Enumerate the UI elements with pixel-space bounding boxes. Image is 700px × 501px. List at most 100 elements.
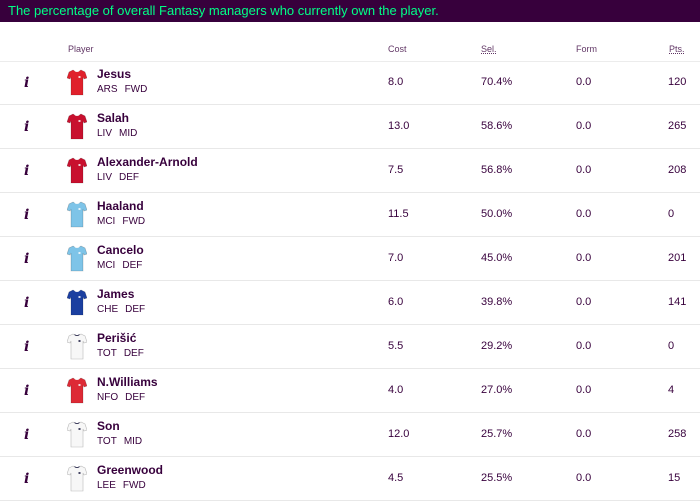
- arsenal-shirt-icon: [66, 69, 88, 96]
- player-selected-percent: 29.2%: [481, 340, 513, 352]
- player-position: FWD: [122, 216, 146, 227]
- table-header: Player Cost Sel. Form Pts.: [0, 37, 700, 62]
- player-position: DEF: [119, 172, 140, 183]
- player-cost: 6.0: [388, 296, 404, 308]
- player-name[interactable]: Cancelo: [97, 243, 144, 257]
- player-selected-percent: 45.0%: [481, 252, 513, 264]
- column-header-form[interactable]: Form: [576, 44, 597, 54]
- player-info-icon[interactable]: i: [24, 163, 30, 179]
- player-team: TOT: [97, 348, 117, 359]
- player-info-icon[interactable]: i: [24, 339, 30, 355]
- player-selected-percent: 25.5%: [481, 472, 513, 484]
- column-header-player: Player: [68, 44, 94, 54]
- player-row[interactable]: i Alexander-Arnold LIV DEF 7.5 56.8% 0.0 208: [0, 149, 700, 193]
- player-team: LEE: [97, 480, 116, 491]
- player-selected-percent: 56.8%: [481, 164, 513, 176]
- chelsea-shirt-icon: [66, 289, 88, 316]
- player-name[interactable]: Perišić: [97, 331, 137, 345]
- player-name[interactable]: Haaland: [97, 199, 144, 213]
- player-name[interactable]: Jesus: [97, 67, 132, 81]
- player-name[interactable]: James: [97, 287, 135, 301]
- player-team: ARS: [97, 84, 118, 95]
- player-name[interactable]: Greenwood: [97, 463, 164, 477]
- player-table: i Jesus ARS FWD 8.0 70.4% 0.0 120 i Salah LIV MID 13…: [0, 61, 700, 501]
- player-points: 0: [668, 208, 675, 220]
- player-name[interactable]: Son: [97, 419, 120, 433]
- player-team: LIV: [97, 128, 113, 139]
- player-cost: 5.5: [388, 340, 404, 352]
- player-points: 120: [668, 76, 687, 88]
- player-info-icon[interactable]: i: [24, 207, 30, 223]
- player-info-icon[interactable]: i: [24, 427, 30, 443]
- player-team: CHE: [97, 304, 119, 315]
- selection-tooltip: The percentage of overall Fantasy manage…: [0, 0, 700, 22]
- player-position: MID: [119, 128, 138, 139]
- nottingham-forest-shirt-icon: [66, 377, 88, 404]
- player-team: MCI: [97, 216, 116, 227]
- player-points: 141: [668, 296, 687, 308]
- player-row[interactable]: i Greenwood LEE FWD 4.5 25.5% 0.0 15: [0, 457, 700, 501]
- man-city-shirt-icon: [66, 201, 88, 228]
- player-name[interactable]: N.Williams: [97, 375, 158, 389]
- player-cost: 13.0: [388, 120, 410, 132]
- player-position: FWD: [124, 84, 148, 95]
- player-row[interactable]: i N.Williams NFO DEF 4.0 27.0% 0.0 4: [0, 369, 700, 413]
- player-team-position: LEE FWD: [97, 480, 146, 491]
- player-team-position: NFO DEF: [97, 392, 145, 403]
- player-row[interactable]: i Cancelo MCI DEF 7.0 45.0% 0.0 201: [0, 237, 700, 281]
- player-team: TOT: [97, 436, 117, 447]
- player-row[interactable]: i Jesus ARS FWD 8.0 70.4% 0.0 120: [0, 61, 700, 105]
- player-position: FWD: [122, 480, 146, 491]
- player-team-position: MCI DEF: [97, 260, 142, 271]
- player-cost: 7.5: [388, 164, 404, 176]
- player-cost: 4.0: [388, 384, 404, 396]
- player-form: 0.0: [576, 120, 592, 132]
- player-selected-percent: 27.0%: [481, 384, 513, 396]
- player-team-position: LIV MID: [97, 128, 137, 139]
- player-position: DEF: [125, 392, 146, 403]
- player-team: NFO: [97, 392, 119, 403]
- player-row[interactable]: i James CHE DEF 6.0 39.8% 0.0 141: [0, 281, 700, 325]
- man-city-shirt-icon: [66, 245, 88, 272]
- player-cost: 7.0: [388, 252, 404, 264]
- column-header-selected[interactable]: Sel.: [481, 44, 497, 54]
- player-cost: 4.5: [388, 472, 404, 484]
- player-selected-percent: 50.0%: [481, 208, 513, 220]
- player-row[interactable]: i Haaland MCI FWD 11.5 50.0% 0.0 0: [0, 193, 700, 237]
- player-row[interactable]: i Son TOT MID 12.0 25.7% 0.0 258: [0, 413, 700, 457]
- player-form: 0.0: [576, 164, 592, 176]
- player-team-position: LIV DEF: [97, 172, 139, 183]
- player-team: MCI: [97, 260, 116, 271]
- player-team-position: ARS FWD: [97, 84, 147, 95]
- player-info-icon[interactable]: i: [24, 383, 30, 399]
- player-cost: 8.0: [388, 76, 404, 88]
- player-selected-percent: 25.7%: [481, 428, 513, 440]
- player-position: DEF: [123, 348, 144, 359]
- tottenham-shirt-icon: [66, 333, 88, 360]
- player-form: 0.0: [576, 472, 592, 484]
- player-team-position: TOT MID: [97, 436, 142, 447]
- column-header-cost[interactable]: Cost: [388, 44, 407, 54]
- player-form: 0.0: [576, 384, 592, 396]
- tottenham-shirt-icon: [66, 421, 88, 448]
- player-points: 201: [668, 252, 687, 264]
- player-name[interactable]: Salah: [97, 111, 130, 125]
- player-selected-percent: 39.8%: [481, 296, 513, 308]
- player-info-icon[interactable]: i: [24, 119, 30, 135]
- column-header-points[interactable]: Pts.: [669, 44, 685, 54]
- player-form: 0.0: [576, 76, 592, 88]
- player-points: 208: [668, 164, 687, 176]
- player-team: LIV: [97, 172, 113, 183]
- player-info-icon[interactable]: i: [24, 295, 30, 311]
- player-name[interactable]: Alexander-Arnold: [97, 155, 198, 169]
- player-points: 4: [668, 384, 675, 396]
- player-row[interactable]: i Salah LIV MID 13.0 58.6% 0.0 265: [0, 105, 700, 149]
- player-selected-percent: 58.6%: [481, 120, 513, 132]
- player-info-icon[interactable]: i: [24, 471, 30, 487]
- player-row[interactable]: i Perišić TOT DEF 5.5 29.2% 0.0 0: [0, 325, 700, 369]
- player-team-position: TOT DEF: [97, 348, 144, 359]
- player-position: DEF: [125, 304, 146, 315]
- player-team-position: MCI FWD: [97, 216, 145, 227]
- player-info-icon[interactable]: i: [24, 75, 30, 91]
- player-info-icon[interactable]: i: [24, 251, 30, 267]
